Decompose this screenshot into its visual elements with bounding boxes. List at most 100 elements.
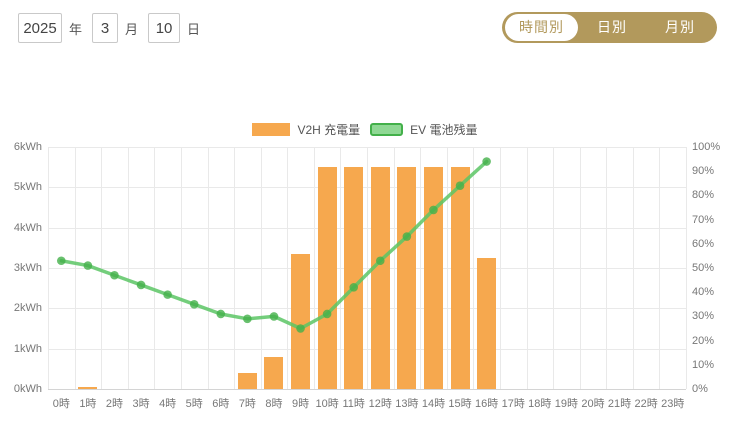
x-axis-tick: 16時 [475,398,499,410]
x-axis-tick: 13時 [395,398,419,410]
day-input[interactable]: 10 [148,13,181,43]
ev-battery-point [163,290,172,299]
year-input[interactable]: 2025 [18,13,62,43]
gridline-vertical [234,147,236,389]
line-swatch-icon [370,123,404,136]
gridline-vertical [526,147,528,389]
ev-battery-point [136,280,146,290]
x-axis-tick: 12時 [368,398,392,410]
gridline-vertical [180,147,182,389]
v2h-charge-bar [291,253,311,389]
left-axis-tick: 2kWh [13,302,42,315]
right-axis-tick: 100% [692,141,721,153]
v2h-charge-bar [317,167,337,389]
gridline-vertical [48,147,49,389]
gridline-vertical [632,147,634,389]
v2h-charge-bar [370,167,390,389]
x-axis-tick: 23時 [661,398,685,410]
year-suffix-label: 年 [69,21,83,37]
gridline-vertical [579,147,581,389]
ev-battery-point [349,283,359,292]
gridline-vertical [473,147,475,389]
x-axis-tick: 19時 [554,398,578,410]
x-axis-tick: 5時 [185,398,203,410]
x-axis-tick: 18時 [528,398,552,410]
x-axis-tick: 21時 [607,398,632,410]
gridline-vertical [260,147,262,389]
ev-battery-point [110,270,119,280]
gridline-vertical [606,147,608,389]
view-tab-group: 時間別 日別 月別 [502,12,717,43]
month-input[interactable]: 3 [92,13,119,43]
ev-battery-point [402,232,412,241]
gridline-vertical [659,147,661,389]
gridline-vertical [367,147,368,389]
right-axis-tick: 40% [692,286,715,299]
x-axis-tick: 4時 [159,398,177,410]
gridline-vertical [127,147,129,389]
v2h-charge-bar [78,386,98,389]
left-axis-tick: 6kWh [13,141,42,153]
v2h-charge-bar [397,167,417,389]
right-axis-tick: 60% [692,237,715,250]
x-axis-tick: 6時 [212,398,230,410]
x-axis-tick: 8時 [265,398,283,410]
tab-hourly[interactable]: 時間別 [505,14,578,41]
x-axis-tick: 22時 [634,398,658,410]
right-axis-tick: 50% [692,262,715,274]
x-axis-tick: 9時 [291,398,310,410]
ev-battery-point [375,256,385,266]
x-axis-tick: 14時 [421,398,446,410]
right-axis-tick: 0% [692,383,708,395]
v2h-charge-bar [450,167,470,389]
legend-item-ev: EV 電池残量 [370,121,478,138]
bar-swatch-icon [252,123,291,136]
month-suffix-label: 月 [125,21,139,37]
ev-battery-point [322,309,332,319]
gridline-vertical [313,147,315,389]
v2h-charge-bar [477,257,497,389]
tab-daily[interactable]: 日別 [597,19,627,35]
date-selector: 2025 年 3 月 10 日 [18,13,210,43]
ev-battery-point [243,314,252,324]
gridline-vertical [553,147,555,389]
left-axis-tick: 4kWh [13,221,42,234]
gridline-vertical [499,147,501,389]
x-axis-tick: 1時 [79,398,97,410]
gridline-vertical [393,147,395,389]
gridline-vertical [207,147,209,389]
x-axis-tick: 0時 [52,398,70,410]
left-axis-tick: 5kWh [13,181,42,194]
gridline-vertical [420,147,422,389]
legend-label-v2h: V2H 充電量 [297,123,361,137]
gridline-vertical [74,147,76,389]
gridline-vertical [340,147,342,389]
left-axis-tick: 3kWh [13,262,42,274]
right-axis-tick: 90% [692,165,715,178]
x-axis-tick: 3時 [132,398,150,410]
x-axis-line [48,389,686,390]
right-axis-tick: 80% [692,189,715,202]
right-axis-tick: 30% [692,310,715,323]
gridline-vertical [686,147,687,389]
x-axis-tick: 10時 [315,398,339,410]
x-axis-tick: 11時 [342,398,365,410]
gridline-vertical [446,147,448,389]
left-axis-tick: 1kWh [13,342,42,355]
tab-monthly[interactable]: 月別 [665,19,695,35]
v2h-charge-bar [423,167,443,389]
right-axis-tick: 10% [692,358,715,371]
x-axis-tick: 17時 [501,398,525,410]
x-axis-tick: 15時 [448,398,472,410]
ev-battery-point [296,324,305,333]
legend-item-v2h: V2H 充電量 [252,121,360,138]
ev-battery-point [216,309,226,319]
right-axis-tick: 20% [692,334,715,347]
x-axis-tick: 7時 [238,398,256,410]
x-axis-tick: 20時 [581,398,605,410]
ev-battery-point [56,256,66,266]
right-axis-tick: 70% [692,213,715,226]
